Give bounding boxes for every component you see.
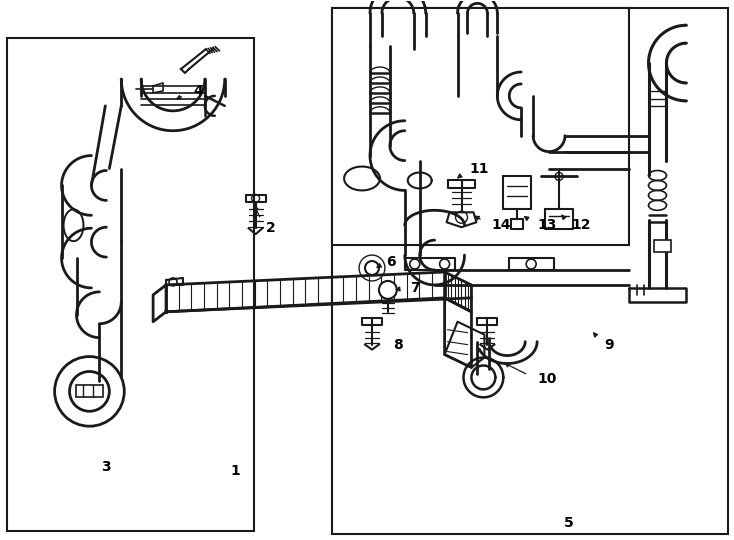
Text: 10: 10	[537, 373, 556, 387]
Text: 6: 6	[386, 255, 396, 269]
Text: 9: 9	[604, 338, 614, 352]
Bar	[333, 8, 628, 245]
Text: 8: 8	[393, 338, 403, 352]
Bar	[653, 240, 672, 252]
Polygon shape	[153, 285, 166, 322]
Text: 4: 4	[193, 84, 203, 98]
Text: 3: 3	[101, 460, 111, 474]
Text: 11: 11	[470, 161, 489, 176]
Text: 1: 1	[230, 464, 241, 478]
Text: 12: 12	[571, 218, 590, 232]
Text: 14: 14	[491, 218, 511, 232]
Text: 13: 13	[537, 218, 556, 232]
Polygon shape	[445, 322, 484, 368]
Circle shape	[379, 281, 397, 299]
Bar	[7, 38, 253, 531]
Bar	[76, 386, 103, 397]
Text: 5: 5	[564, 516, 574, 530]
Bar	[333, 8, 728, 534]
Text: 7: 7	[410, 281, 419, 295]
Text: 2: 2	[266, 221, 275, 235]
Polygon shape	[445, 298, 471, 368]
